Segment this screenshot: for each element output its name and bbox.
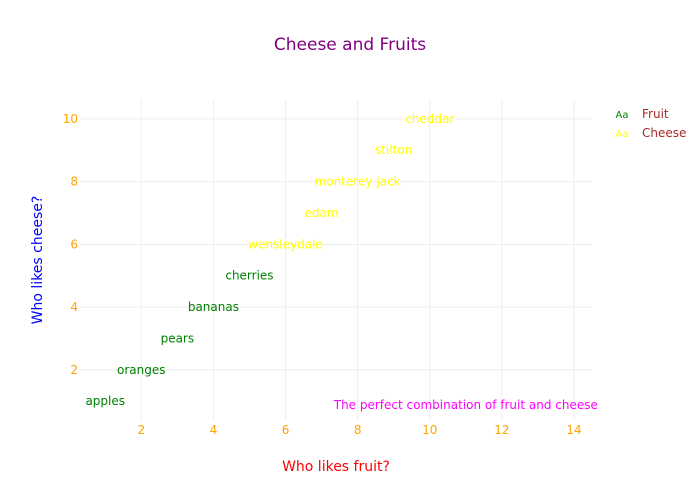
- grid: [80, 100, 592, 420]
- y-tick-label: 4: [70, 300, 78, 314]
- x-tick-label: 6: [282, 423, 290, 437]
- legend-item-cheese[interactable]: Aa Cheese: [616, 126, 687, 140]
- annotation: The perfect combination of fruit and che…: [333, 398, 598, 412]
- x-axis-label: Who likes fruit?: [282, 459, 390, 475]
- legend-label: Fruit: [642, 107, 669, 121]
- data-label-bananas: bananas: [188, 300, 239, 314]
- data-label-monterey-jack: monterey jack: [315, 175, 401, 189]
- y-tick-label: 10: [63, 112, 78, 126]
- legend-item-fruit[interactable]: Aa Fruit: [616, 107, 669, 121]
- data-labels: apples oranges pears bananas cherries wensley…: [85, 112, 454, 408]
- chart-title: Cheese and Fruits: [274, 35, 426, 55]
- x-axis-ticks: 2 4 6 8 10 12 14: [137, 423, 581, 437]
- legend-swatch: Aa: [616, 129, 629, 140]
- legend-swatch: Aa: [616, 110, 629, 121]
- x-tick-label: 12: [494, 423, 509, 437]
- x-tick-label: 2: [137, 423, 145, 437]
- y-axis-ticks: 2 4 6 8 10: [63, 112, 78, 377]
- x-tick-label: 14: [566, 423, 581, 437]
- data-label-cherries: cherries: [225, 269, 273, 283]
- data-label-oranges: oranges: [117, 363, 166, 377]
- data-label-cheddar: cheddar: [405, 112, 454, 126]
- y-tick-label: 2: [70, 363, 78, 377]
- y-tick-label: 6: [70, 237, 78, 251]
- data-label-wensleydale: wensleydale: [248, 237, 323, 251]
- x-tick-label: 4: [210, 423, 218, 437]
- y-tick-label: 8: [70, 175, 78, 189]
- x-tick-label: 8: [354, 423, 362, 437]
- legend-label: Cheese: [642, 126, 686, 140]
- data-label-stilton: stilton: [375, 143, 412, 157]
- y-axis-label: Who likes cheese?: [30, 196, 46, 325]
- data-label-apples: apples: [85, 394, 125, 408]
- x-tick-label: 10: [422, 423, 437, 437]
- data-label-pears: pears: [161, 331, 195, 345]
- data-label-edam: edam: [305, 206, 339, 220]
- legend: Aa Fruit Aa Cheese: [616, 107, 687, 140]
